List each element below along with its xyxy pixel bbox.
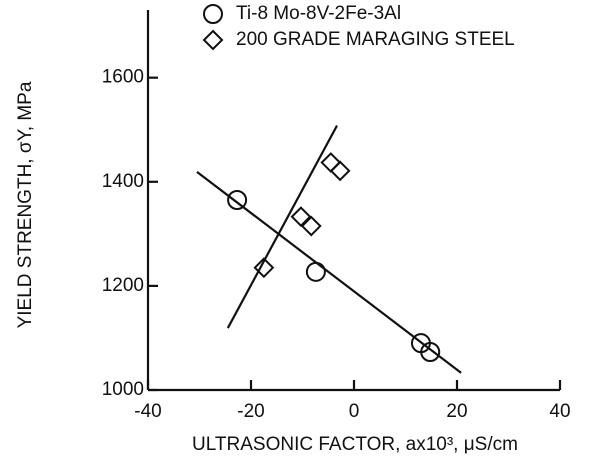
legend-label: 200 GRADE MARAGING STEEL <box>236 29 515 50</box>
legend-label: Ti-8 Mo-8V-2Fe-3Al <box>236 3 401 24</box>
fit-line <box>226 125 338 329</box>
data-point <box>290 206 312 228</box>
x-axis-label: ULTRASONIC FACTOR, ax10³, μS/cm <box>192 434 518 455</box>
data-point <box>227 190 248 210</box>
data-point <box>420 342 441 362</box>
x-tick-label: 0 <box>349 401 360 422</box>
x-tick-label: -40 <box>134 401 161 422</box>
fit-line <box>196 171 462 374</box>
data-point <box>329 160 351 182</box>
y-tick-label: 1000 <box>102 379 144 400</box>
y-tick-label: 1200 <box>102 275 144 296</box>
x-tick-label: 40 <box>549 401 570 422</box>
y-tick-label: 1600 <box>102 67 144 88</box>
legend-marker <box>203 4 223 24</box>
legend-marker <box>202 29 224 51</box>
data-point <box>253 257 275 279</box>
y-tick-label: 1400 <box>102 171 144 192</box>
x-tick-label: 20 <box>446 401 467 422</box>
data-point <box>300 215 322 237</box>
data-point <box>305 261 326 282</box>
x-tick-label: -20 <box>237 401 264 422</box>
data-point <box>320 152 342 173</box>
y-axis-label: YIELD STRENGTH, σY, MPa <box>15 81 36 328</box>
